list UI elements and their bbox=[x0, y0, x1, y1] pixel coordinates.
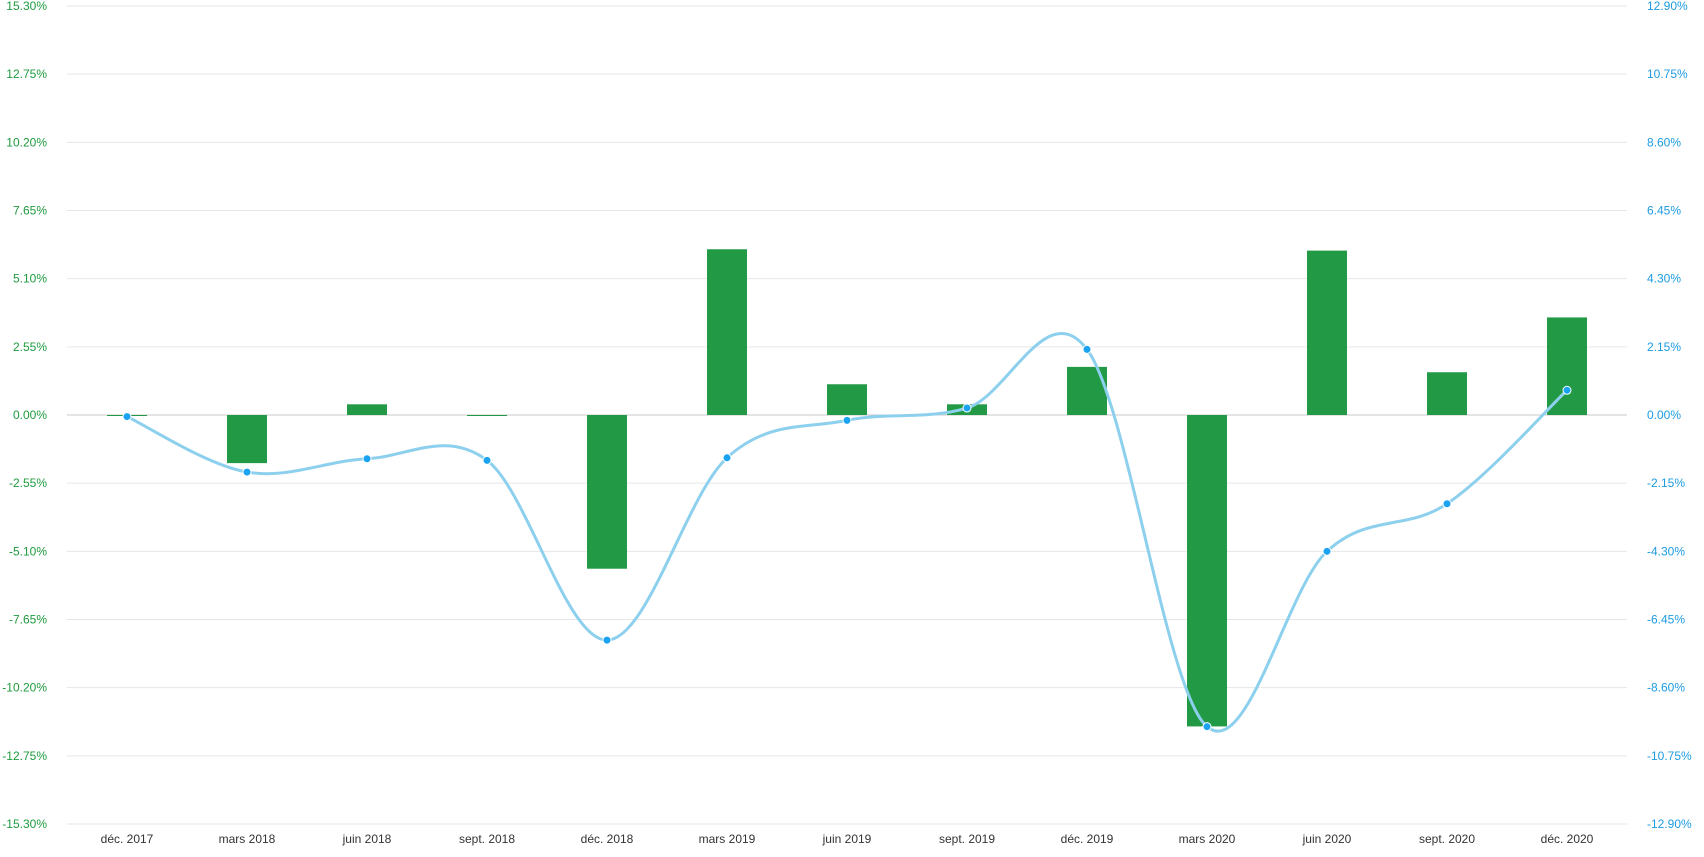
right-axis-tick-label: -4.30% bbox=[1647, 544, 1685, 558]
right-axis-tick-label: 2.15% bbox=[1647, 340, 1681, 354]
line-point bbox=[242, 467, 252, 477]
line-point bbox=[842, 415, 852, 425]
x-axis-tick-label: sept. 2019 bbox=[939, 832, 995, 846]
left-axis-tick-label: -12.75% bbox=[2, 749, 47, 763]
right-axis-tick-label: -10.75% bbox=[1647, 749, 1692, 763]
x-axis-tick-label: déc. 2018 bbox=[581, 832, 634, 846]
x-axis-tick-label: sept. 2020 bbox=[1419, 832, 1475, 846]
bar bbox=[1187, 415, 1227, 727]
bar bbox=[827, 384, 867, 415]
left-axis-tick-label: -10.20% bbox=[2, 681, 47, 695]
bar-series bbox=[107, 249, 1587, 727]
right-axis-tick-label: 0.00% bbox=[1647, 408, 1681, 422]
line-series-path bbox=[125, 332, 1569, 733]
right-axis-tick-label: 8.60% bbox=[1647, 135, 1681, 149]
left-axis-tick-label: 2.55% bbox=[13, 340, 47, 354]
bar bbox=[227, 415, 267, 464]
bar bbox=[347, 404, 387, 415]
left-axis-tick-label: 15.30% bbox=[6, 0, 47, 13]
left-axis-tick-label: 5.10% bbox=[13, 272, 47, 286]
left-axis-tick-label: 0.00% bbox=[13, 408, 47, 422]
line-point bbox=[1322, 546, 1332, 556]
left-axis-tick-label: -5.10% bbox=[9, 544, 47, 558]
line-point bbox=[362, 454, 372, 464]
line-point bbox=[722, 453, 732, 463]
line-series bbox=[122, 332, 1572, 733]
left-axis-tick-label: 12.75% bbox=[6, 67, 47, 81]
bar bbox=[1547, 317, 1587, 415]
right-axis-tick-label: 4.30% bbox=[1647, 272, 1681, 286]
right-axis-tick-label: -8.60% bbox=[1647, 681, 1685, 695]
line-point bbox=[1562, 385, 1572, 395]
x-axis-tick-label: déc. 2017 bbox=[101, 832, 154, 846]
bar bbox=[1307, 250, 1347, 415]
line-point bbox=[122, 412, 132, 422]
bar bbox=[587, 415, 627, 569]
left-axis-tick-label: -15.30% bbox=[2, 817, 47, 831]
x-axis-tick-label: mars 2020 bbox=[1179, 832, 1236, 846]
x-axis-tick-label: déc. 2020 bbox=[1541, 832, 1594, 846]
bar bbox=[1427, 372, 1467, 415]
right-y-axis: 12.90% 10.75% 8.60% 6.45% 4.30% 2.15% 0.00% -2.… bbox=[1647, 0, 1692, 831]
right-axis-tick-label: -2.15% bbox=[1647, 476, 1685, 490]
x-axis-tick-label: juin 2019 bbox=[822, 832, 872, 846]
gridlines bbox=[67, 5, 1627, 825]
left-axis-tick-label: -2.55% bbox=[9, 476, 47, 490]
right-axis-tick-label: 6.45% bbox=[1647, 204, 1681, 218]
bar bbox=[707, 249, 747, 415]
x-axis: déc. 2017 mars 2018 juin 2018 sept. 2018 déc… bbox=[101, 832, 1594, 846]
x-axis-tick-label: sept. 2018 bbox=[459, 832, 515, 846]
line-point bbox=[602, 635, 612, 645]
x-axis-tick-label: mars 2018 bbox=[219, 832, 276, 846]
x-axis-tick-label: juin 2020 bbox=[1302, 832, 1352, 846]
left-y-axis: 15.30% 12.75% 10.20% 7.65% 5.10% 2.55% 0.00% -2… bbox=[2, 0, 47, 831]
line-point bbox=[1202, 722, 1212, 732]
line-point bbox=[1082, 344, 1092, 354]
line-point bbox=[1442, 499, 1452, 509]
right-axis-tick-label: 10.75% bbox=[1647, 67, 1688, 81]
left-axis-tick-label: 10.20% bbox=[6, 135, 47, 149]
line-point bbox=[962, 403, 972, 413]
right-axis-tick-label: -12.90% bbox=[1647, 817, 1692, 831]
left-axis-tick-label: -7.65% bbox=[9, 613, 47, 627]
x-axis-tick-label: déc. 2019 bbox=[1061, 832, 1114, 846]
left-axis-tick-label: 7.65% bbox=[13, 204, 47, 218]
x-axis-tick-label: juin 2018 bbox=[342, 832, 392, 846]
line-point bbox=[482, 455, 492, 465]
right-axis-tick-label: -6.45% bbox=[1647, 613, 1685, 627]
bar bbox=[467, 415, 507, 416]
right-axis-tick-label: 12.90% bbox=[1647, 0, 1688, 13]
x-axis-tick-label: mars 2019 bbox=[699, 832, 756, 846]
